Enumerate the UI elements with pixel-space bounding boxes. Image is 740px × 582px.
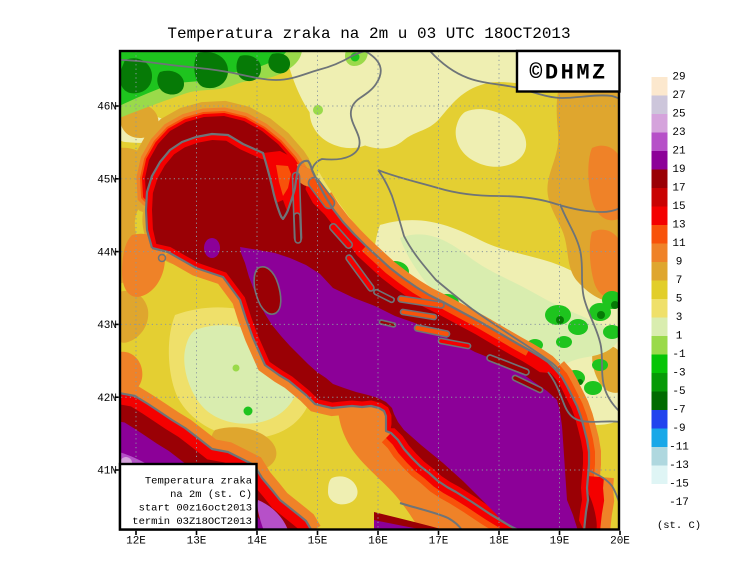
svg-text:Temperatura zraka: Temperatura zraka (145, 476, 252, 488)
svg-text:-1: -1 (672, 349, 686, 361)
svg-text:15: 15 (672, 201, 685, 213)
svg-text:19E: 19E (550, 536, 570, 548)
svg-text:na 2m (st. C): na 2m (st. C) (170, 489, 252, 501)
svg-text:41N: 41N (97, 466, 117, 478)
svg-text:start 00z16oct2013: start 00z16oct2013 (139, 503, 252, 515)
svg-text:12E: 12E (126, 536, 146, 548)
svg-text:25: 25 (672, 109, 685, 121)
svg-text:-3: -3 (672, 368, 685, 380)
svg-text:Temperatura zraka na 2m u 03 U: Temperatura zraka na 2m u 03 UTC 18OCT20… (167, 25, 570, 43)
svg-text:29: 29 (672, 72, 685, 84)
svg-text:21: 21 (672, 146, 686, 158)
svg-text:termin 03Z18OCT2013: termin 03Z18OCT2013 (132, 516, 252, 528)
svg-text:-7: -7 (672, 405, 685, 417)
svg-text:17: 17 (672, 183, 685, 195)
svg-text:1: 1 (676, 331, 683, 343)
svg-text:7: 7 (676, 275, 683, 287)
svg-text:-17: -17 (669, 497, 689, 509)
svg-text:45N: 45N (97, 175, 117, 187)
svg-text:15E: 15E (308, 536, 328, 548)
svg-text:-13: -13 (669, 460, 689, 472)
svg-text:17E: 17E (429, 536, 449, 548)
svg-text:9: 9 (676, 257, 683, 269)
svg-text:23: 23 (672, 127, 685, 139)
svg-text:20E: 20E (610, 536, 630, 548)
svg-text:©DHMZ: ©DHMZ (529, 61, 608, 86)
svg-text:-11: -11 (669, 442, 689, 454)
svg-text:5: 5 (676, 294, 683, 306)
svg-text:-5: -5 (672, 386, 685, 398)
svg-text:13E: 13E (187, 536, 207, 548)
svg-text:16E: 16E (368, 536, 388, 548)
svg-text:-15: -15 (669, 479, 689, 491)
svg-text:18E: 18E (489, 536, 509, 548)
svg-text:14E: 14E (247, 536, 267, 548)
svg-text:11: 11 (672, 238, 686, 250)
svg-text:27: 27 (672, 90, 685, 102)
svg-text:42N: 42N (97, 393, 117, 405)
svg-text:-9: -9 (672, 423, 685, 435)
svg-text:19: 19 (672, 164, 685, 176)
svg-text:43N: 43N (97, 320, 117, 332)
svg-text:44N: 44N (97, 247, 117, 259)
svg-text:(st. C): (st. C) (657, 520, 701, 532)
svg-text:13: 13 (672, 220, 685, 232)
svg-text:3: 3 (676, 312, 683, 324)
svg-text:46N: 46N (97, 102, 117, 114)
